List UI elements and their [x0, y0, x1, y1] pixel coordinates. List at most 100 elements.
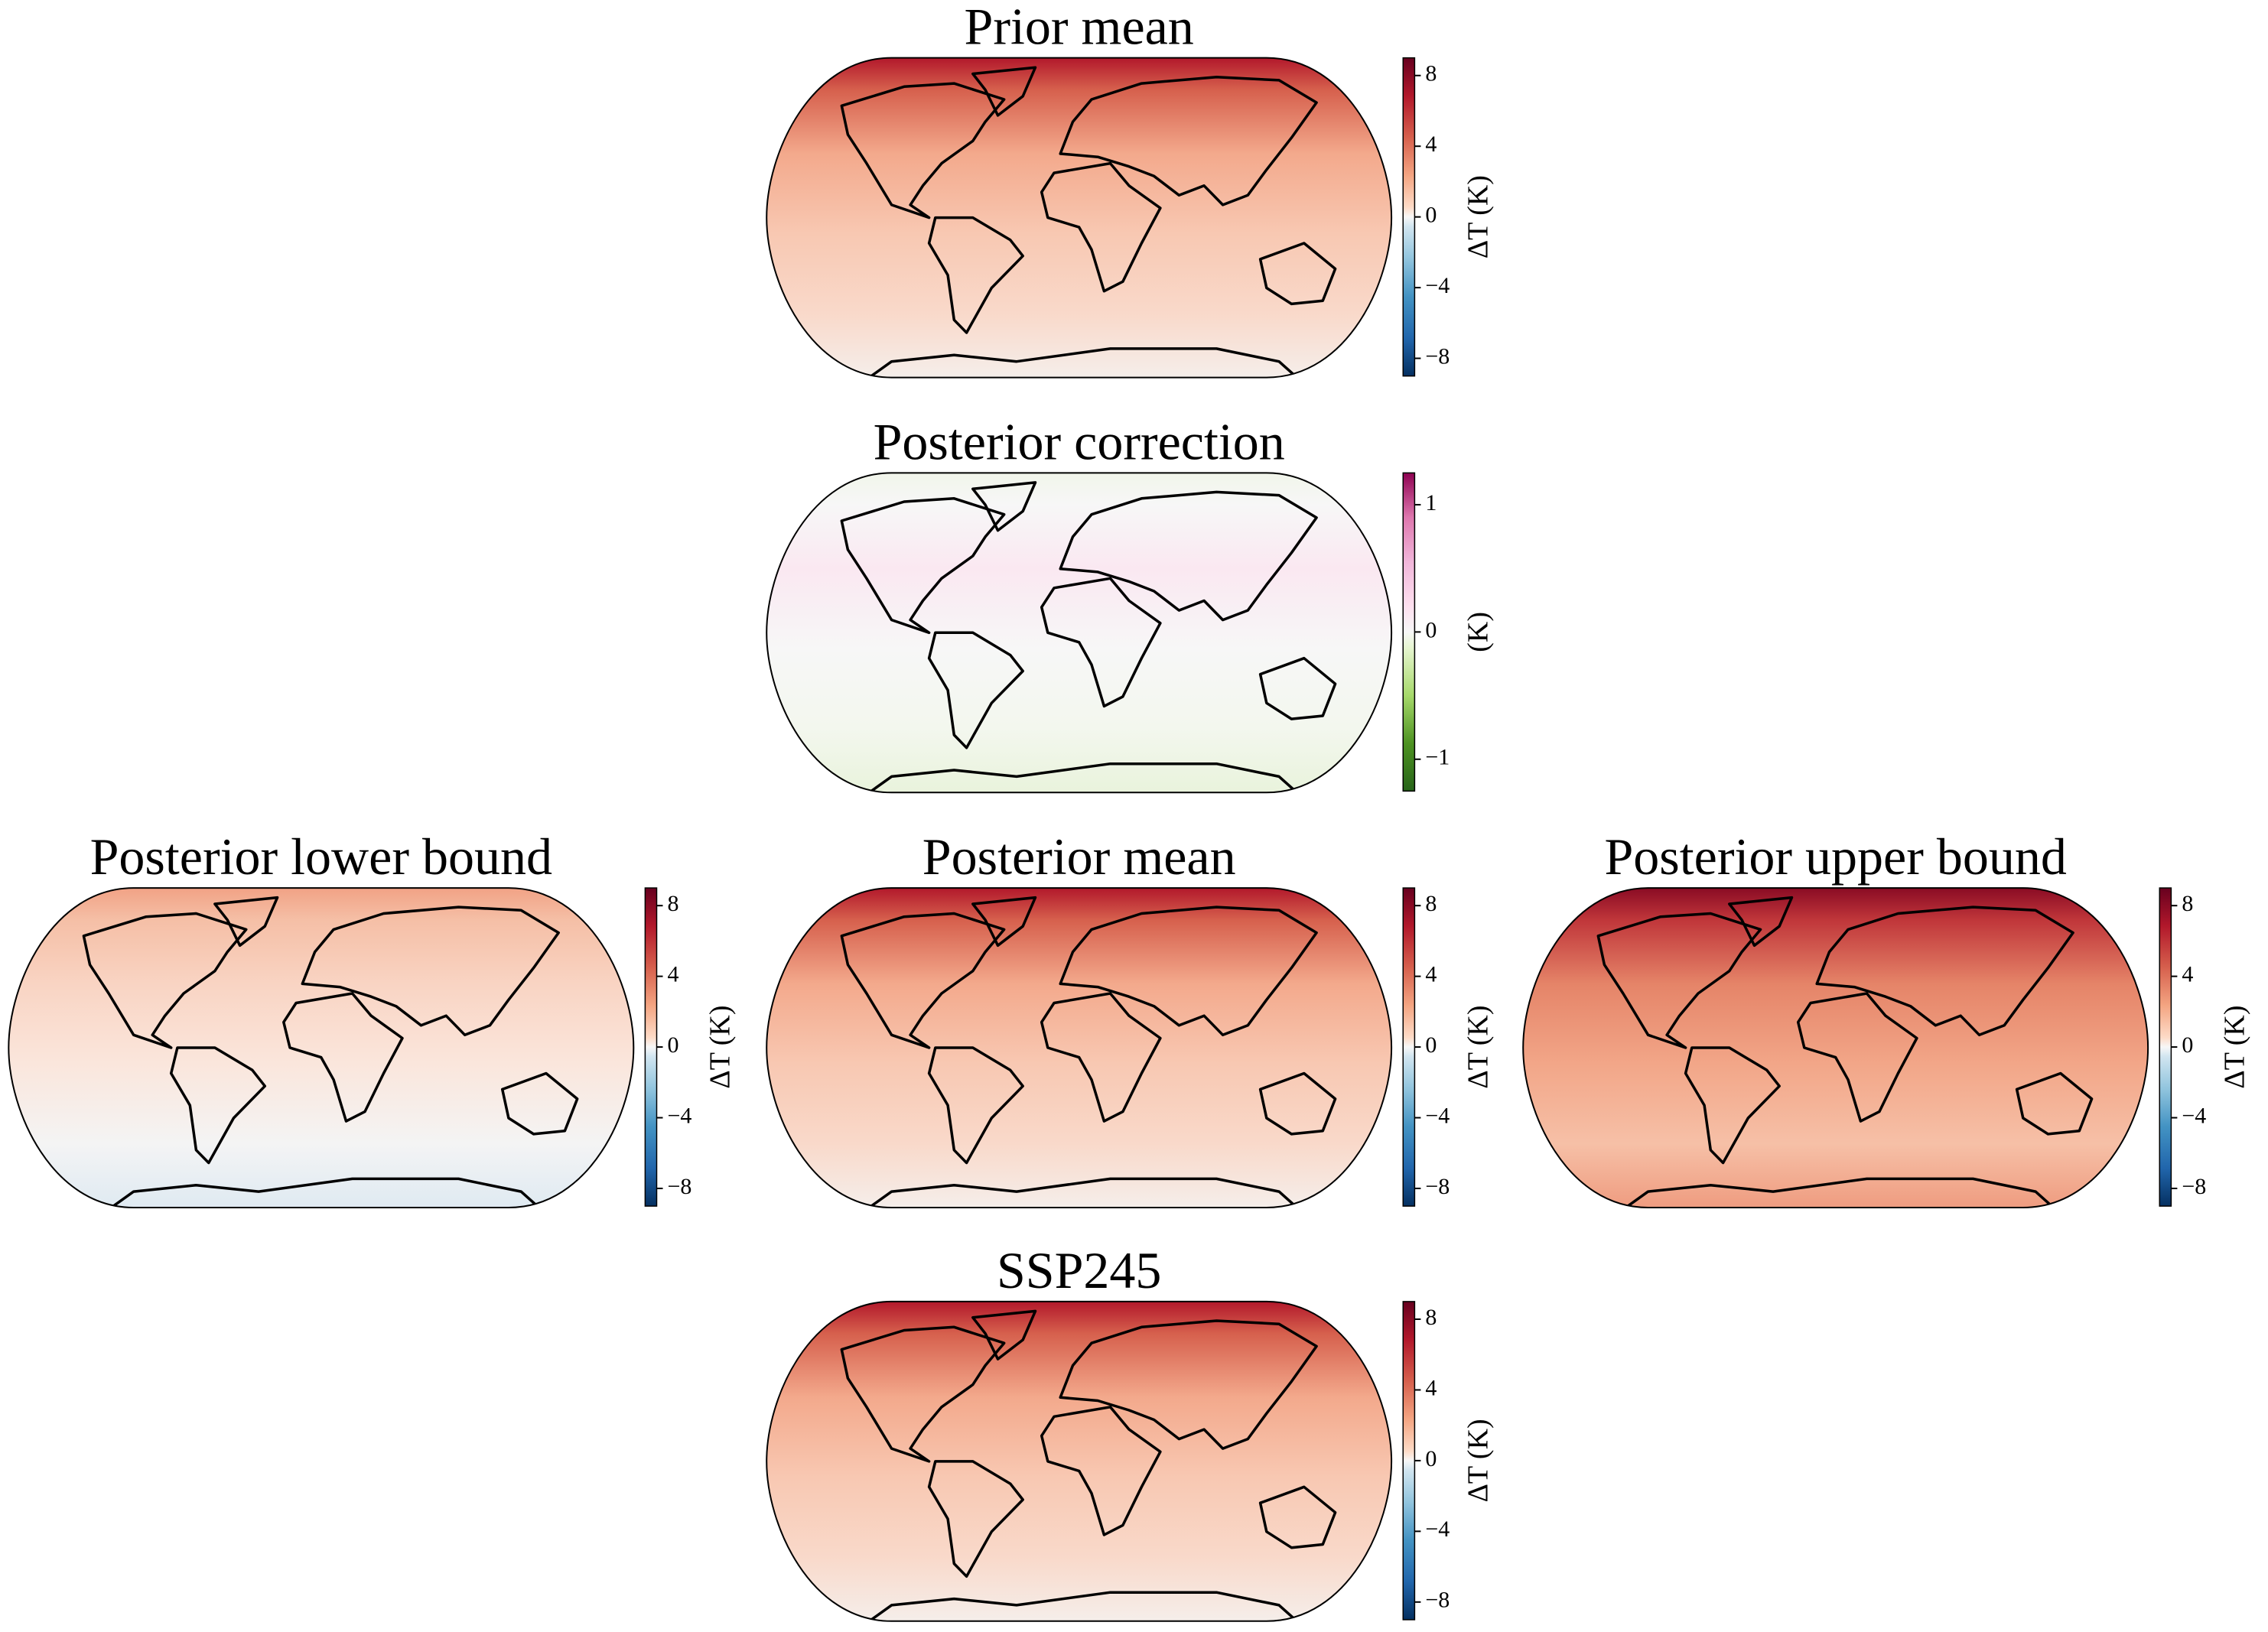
continent: [1040, 1406, 1162, 1536]
continent: [1728, 896, 1794, 948]
colorbar-label: (K): [1462, 612, 1494, 652]
map-field: [766, 1301, 1392, 1621]
colorbar-tick-label: 0: [1425, 1446, 1437, 1471]
colorbar-label: ΔT (K): [1462, 175, 1494, 258]
map-panel: Prior mean −8 −4 0 4 8 ΔT (K): [766, 0, 1494, 379]
map-panel: SSP245 −8 −4 0 4 8 ΔT (K): [766, 1241, 1494, 1622]
continent: [2015, 1071, 2094, 1136]
map-field: [766, 57, 1392, 378]
panel-title: Posterior correction: [874, 412, 1285, 470]
colorbar-tick-label: −4: [2182, 1103, 2206, 1128]
continent: [927, 216, 1024, 334]
continent: [1059, 1319, 1318, 1450]
map-panel: Posterior mean −8 −4 0 4 8 ΔT (K): [766, 827, 1494, 1208]
colorbar-tick-label: −4: [1425, 273, 1450, 298]
colorbar-tick-label: 4: [1425, 132, 1437, 157]
continent: [282, 992, 404, 1123]
colorbar-tick-label: 4: [668, 962, 679, 987]
continent: [301, 905, 560, 1037]
continent: [840, 82, 1006, 219]
continent: [213, 896, 279, 948]
colorbar: [644, 887, 658, 1207]
continent: [840, 912, 1006, 1049]
panel-title: Prior mean: [965, 0, 1194, 56]
continent: [971, 66, 1037, 117]
continent: [1059, 490, 1318, 622]
colorbar-tick-label: 0: [1425, 1032, 1437, 1058]
coastlines: [82, 896, 579, 1208]
continent: [1684, 1046, 1781, 1165]
colorbar-tick-label: −4: [1425, 1103, 1450, 1128]
colorbar-label: ΔT (K): [1462, 1005, 1494, 1088]
colorbar-tick-label: −4: [1425, 1517, 1450, 1542]
colorbar-tick-label: −8: [1425, 343, 1450, 369]
continent: [1815, 905, 2074, 1037]
colorbar-tick-label: −8: [2182, 1174, 2206, 1199]
continent: [1040, 577, 1162, 708]
colorbar-tick-label: 8: [2182, 891, 2193, 916]
colorbar-tick-label: −8: [668, 1174, 692, 1199]
map-field: [766, 473, 1392, 793]
colorbar-tick-label: 0: [1425, 617, 1437, 642]
panel-title: Posterior upper bound: [1604, 827, 2066, 886]
continent: [1059, 905, 1318, 1037]
colorbar: [1402, 1301, 1416, 1621]
map-border: [766, 57, 1393, 379]
continent: [1258, 656, 1337, 720]
colorbar-label: ΔT (K): [1462, 1419, 1494, 1502]
continent: [1796, 992, 1918, 1123]
continent: [840, 497, 1006, 635]
colorbar-tick-label: 8: [1425, 61, 1437, 86]
panel-title: SSP245: [997, 1241, 1161, 1299]
colorbar-tick-label: 4: [1425, 962, 1437, 987]
panel-title: Posterior mean: [922, 827, 1236, 886]
map-panel: Posterior lower bound −8 −4 0 4 8 ΔT (K): [8, 827, 737, 1208]
colorbar-label: ΔT (K): [704, 1005, 737, 1088]
map-border: [1522, 887, 2149, 1208]
panel-title: Posterior lower bound: [90, 827, 552, 886]
continent: [927, 1046, 1024, 1165]
colorbar-tick-label: 0: [668, 1032, 679, 1058]
map-field: [8, 888, 634, 1208]
colorbar-tick-label: 8: [668, 891, 679, 916]
map-panel: Posterior correction −1 0 1 (K): [766, 412, 1494, 794]
map-border: [766, 472, 1393, 794]
map-border: [766, 1300, 1393, 1622]
colorbar-tick-label: 8: [1425, 1305, 1437, 1330]
continent: [1596, 912, 1762, 1049]
continent: [971, 1309, 1037, 1361]
continent: [840, 1325, 1006, 1463]
colorbar-tick-label: −8: [1425, 1174, 1450, 1199]
colorbar-tick-label: 8: [1425, 891, 1437, 916]
continent: [971, 896, 1037, 948]
colorbar: [1402, 472, 1416, 792]
coastlines: [840, 481, 1337, 793]
map-border: [8, 887, 635, 1208]
colorbar-tick-label: 0: [1425, 203, 1437, 228]
coastlines: [840, 66, 1337, 378]
continent: [1258, 1071, 1337, 1136]
colorbar-label: ΔT (K): [2218, 1005, 2250, 1088]
continent: [500, 1071, 579, 1136]
continent: [82, 912, 248, 1049]
colorbar-tick-label: 1: [1425, 490, 1437, 515]
continent: [169, 1046, 267, 1165]
map-panel: Posterior upper bound −8 −4 0 4 8 ΔT (K): [1522, 827, 2250, 1208]
colorbar-tick-label: −1: [1425, 745, 1450, 770]
colorbar-tick-label: 4: [1425, 1375, 1437, 1400]
colorbar-tick-label: 4: [2182, 962, 2193, 987]
colorbar-tick-label: −8: [1425, 1588, 1450, 1613]
colorbar: [1402, 887, 1416, 1207]
map-border: [766, 887, 1393, 1208]
colorbar-tick-label: 0: [2182, 1032, 2193, 1058]
continent: [927, 631, 1024, 749]
colorbar-tick-label: −4: [668, 1103, 692, 1128]
continent: [1040, 161, 1162, 293]
continent: [1258, 1485, 1337, 1549]
continent: [1059, 75, 1318, 206]
continent: [971, 481, 1037, 532]
continent: [1040, 992, 1162, 1123]
continent: [927, 1460, 1024, 1578]
